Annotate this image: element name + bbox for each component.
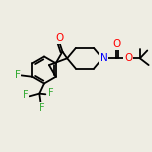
Text: O: O — [124, 53, 133, 63]
Text: N: N — [100, 53, 108, 63]
Text: F: F — [23, 90, 28, 100]
Text: O: O — [112, 39, 121, 49]
Text: F: F — [39, 103, 44, 113]
Text: F: F — [15, 70, 21, 80]
Text: O: O — [55, 33, 63, 43]
Text: F: F — [48, 88, 53, 98]
